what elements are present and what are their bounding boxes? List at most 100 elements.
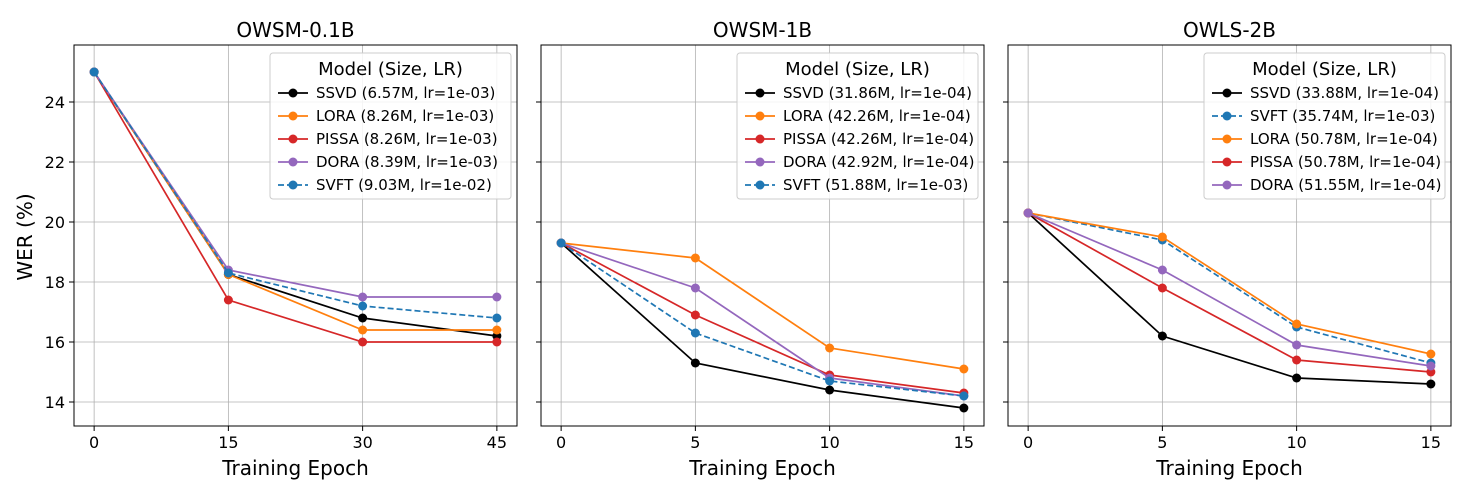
y-tick-label: 14 <box>45 393 65 412</box>
chart-title: OWLS-2B <box>1183 18 1276 42</box>
series-line <box>560 242 964 409</box>
x-axis-label: Training Epoch <box>221 456 369 480</box>
y-tick-label: 20 <box>45 213 65 232</box>
x-tick-label: 5 <box>1157 433 1167 452</box>
series-line <box>560 242 964 394</box>
x-tick-label: 15 <box>1421 433 1441 452</box>
legend-entry: PISSA (8.26M, lr=1e-03) <box>316 130 498 148</box>
legend-marker <box>755 157 765 167</box>
data-point <box>1023 208 1033 218</box>
series-line <box>93 71 497 343</box>
data-point <box>89 67 99 77</box>
series-line <box>1027 212 1431 373</box>
legend-entry: SSVD (33.88M, lr=1e-04) <box>1250 84 1439 102</box>
legend-marker <box>755 111 765 121</box>
x-axis-label: Training Epoch <box>688 456 836 480</box>
legend-marker <box>755 180 765 190</box>
series-line <box>93 71 497 319</box>
x-tick-label: 15 <box>218 433 238 452</box>
data-point <box>1426 349 1436 359</box>
legend-entry: DORA (8.39M, lr=1e-03) <box>316 153 498 171</box>
axes-frame <box>73 44 518 427</box>
legend-marker <box>1222 157 1232 167</box>
legend-entry: SSVD (6.57M, lr=1e-03) <box>316 84 495 102</box>
data-point <box>1157 283 1167 293</box>
data-point <box>1292 373 1302 383</box>
legend-marker <box>1222 111 1232 121</box>
legend-entry: DORA (42.92M, lr=1e-04) <box>783 153 975 171</box>
chart-title: OWSM-0.1B <box>236 18 354 42</box>
chart-panel-1: 0 15 30 45 14 16 18 20 22 24 OWSM-0.1B Training Epo… <box>45 18 518 480</box>
data-point <box>492 337 502 347</box>
legend-entry: PISSA (50.78M, lr=1e-04) <box>1250 153 1441 171</box>
data-point <box>556 238 566 248</box>
legend: Model (Size, LR) SSVD (6.57M, lr=1e-03) LO… <box>269 52 512 200</box>
data-point <box>358 337 368 347</box>
data-point <box>223 295 233 305</box>
y-axis-label: WER (%) <box>13 193 37 280</box>
series-line <box>560 242 964 397</box>
data-point <box>358 292 368 302</box>
x-tick-label: 45 <box>487 433 507 452</box>
legend-marker <box>755 134 765 144</box>
data-point <box>825 343 835 353</box>
chart-panel-2: 0 5 10 15 OWSM-1B Training Epoch Model (Size, … <box>536 18 985 480</box>
legend-marker <box>1222 88 1232 98</box>
y-tick-label: 24 <box>45 93 65 112</box>
x-tick-label: 0 <box>556 433 566 452</box>
legend-box <box>1203 52 1446 200</box>
legend-title: Model (Size, LR) <box>785 59 930 80</box>
data-point <box>690 328 700 338</box>
series-line <box>560 242 964 397</box>
legend-title: Model (Size, LR) <box>318 59 463 80</box>
axes-frame <box>1007 44 1452 427</box>
legend-marker <box>288 88 298 98</box>
data-point <box>358 313 368 323</box>
data-point <box>690 283 700 293</box>
legend-entry: LORA (8.26M, lr=1e-03) <box>316 107 494 125</box>
data-point <box>959 403 969 413</box>
legend-entry: LORA (50.78M, lr=1e-04) <box>1250 130 1438 148</box>
data-point <box>1157 232 1167 242</box>
data-point <box>690 253 700 263</box>
legend-entry: LORA (42.26M, lr=1e-04) <box>783 107 971 125</box>
series-line <box>561 242 964 370</box>
y-tick-label: 18 <box>45 273 65 292</box>
legend-marker <box>755 88 765 98</box>
data-point <box>1426 379 1436 389</box>
legend-marker <box>288 134 298 144</box>
legend-entry: DORA (51.55M, lr=1e-04) <box>1250 176 1442 194</box>
legend-entry: SSVD (31.86M, lr=1e-04) <box>783 84 972 102</box>
x-tick-label: 5 <box>690 433 700 452</box>
data-point <box>690 358 700 368</box>
series-line <box>1027 212 1431 367</box>
data-point <box>1292 355 1302 365</box>
legend-entry: SVFT (51.88M, lr=1e-03) <box>783 176 968 194</box>
legend-title: Model (Size, LR) <box>1252 59 1397 80</box>
series-line <box>1027 212 1432 364</box>
x-tick-label: 15 <box>954 433 974 452</box>
legend-box <box>736 52 979 200</box>
data-point <box>358 301 368 311</box>
data-point <box>492 292 502 302</box>
data-point <box>1292 340 1302 350</box>
chart-title: OWSM-1B <box>713 18 812 42</box>
legend-entry: PISSA (42.26M, lr=1e-04) <box>783 130 974 148</box>
data-point <box>825 385 835 395</box>
legend-marker <box>1222 180 1232 190</box>
data-point <box>223 268 233 278</box>
x-tick-label: 0 <box>1023 433 1033 452</box>
legend-marker <box>288 180 298 190</box>
data-point <box>959 364 969 374</box>
x-tick-label: 10 <box>1286 433 1306 452</box>
legend-marker <box>288 111 298 121</box>
legend-entry: SVFT (35.74M, lr=1e-03) <box>1250 107 1435 125</box>
data-point <box>358 325 368 335</box>
legend: Model (Size, LR) SSVD (33.88M, lr=1e-04) S… <box>1203 52 1446 200</box>
legend-box <box>269 52 512 200</box>
series-line <box>1027 212 1431 385</box>
data-point <box>825 376 835 386</box>
legend-entry: SVFT (9.03M, lr=1e-02) <box>316 176 492 194</box>
series-line <box>1027 212 1432 355</box>
